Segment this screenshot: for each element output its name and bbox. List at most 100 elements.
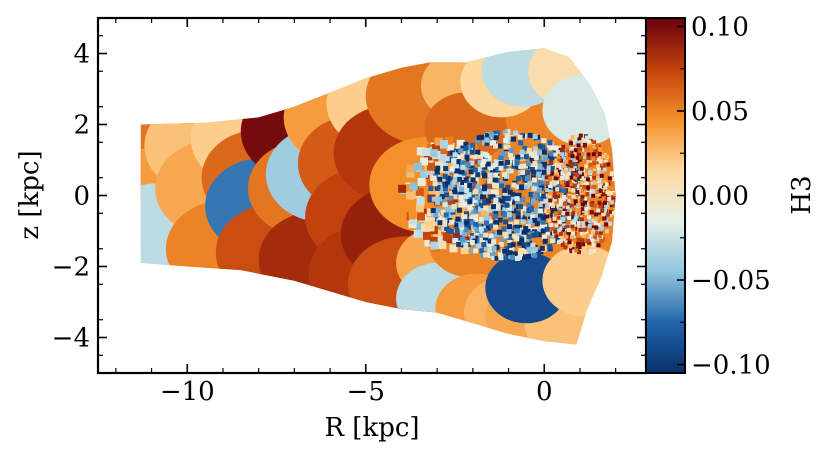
map-bin [476,135,482,141]
colorbar-tick-label: 0.00 [691,182,749,212]
map-bin [560,147,565,152]
map-bin [576,242,581,246]
map-bin [477,169,483,175]
map-bin [566,220,571,225]
map-bin [569,182,574,187]
map-bin [558,226,563,231]
map-bin [598,194,603,199]
map-bin [596,157,601,162]
map-bin [555,187,560,192]
map-bin [416,197,425,206]
map-bin [542,74,616,146]
map-bin [468,169,474,175]
map-bin [526,227,531,233]
map-bin [589,185,594,190]
map-bin [478,188,484,194]
map-bin [558,202,563,207]
map-bin [575,184,580,189]
map-bin [435,185,441,190]
map-bin [467,205,473,211]
map-bin [454,222,460,228]
map-bin [518,163,524,169]
map-bin [609,210,613,214]
map-bin [582,142,587,147]
map-bin [530,214,536,220]
y-tick-label: −4 [52,324,90,354]
map-bin [597,179,602,184]
map-bin [444,212,453,221]
map-bin [590,230,595,235]
map-bin [417,177,426,186]
map-bin [519,184,524,190]
map-bin [501,226,507,232]
map-bin [416,230,425,239]
map-bin [477,159,483,165]
map-bin [442,173,448,179]
map-bin [611,177,616,181]
map-bin [488,140,493,146]
map-bin [531,186,537,192]
map-bin [443,212,449,218]
map-bin [518,251,523,257]
map-bin [591,189,596,194]
map-bin [434,161,443,170]
map-bin [592,140,597,145]
map-bin [506,205,512,211]
map-bin [552,206,558,212]
map-bin [570,224,575,229]
map-bin [569,175,574,180]
map-bin [475,149,481,155]
map-bin [518,204,523,210]
map-bin [550,218,555,223]
map-bin [573,134,578,139]
map-bin [604,204,609,209]
map-bin [547,244,553,249]
map-bin [524,175,530,181]
map-bin [483,215,489,221]
colorbar: −0.10 −0.05 0.00 0.05 0.10 [645,12,771,381]
map-bin [561,142,566,146]
map-bin [428,196,434,202]
map-bin [592,203,597,208]
map-bin [597,234,602,239]
map-bin [545,214,550,219]
map-bin [603,197,608,202]
map-bin [578,147,583,152]
map-bin [553,212,558,217]
map-bin [476,223,482,229]
map-bin [523,154,529,160]
map-bin [526,253,532,259]
map-bin [473,234,479,240]
map-bin [547,211,553,217]
map-bin [582,233,587,238]
map-bin [594,216,599,221]
map-bin [579,192,584,197]
map-bin [598,159,603,164]
map-bin [604,222,609,227]
map-bin [567,146,572,151]
map-bin [526,247,532,253]
map-bin [549,165,555,171]
map-bin [505,184,511,190]
map-bin [460,236,466,242]
map-bin [535,251,541,257]
map-bin [491,255,497,261]
map-bin [556,168,561,172]
map-bin [535,172,541,177]
map-bin [480,203,486,208]
map-bin [596,170,601,175]
map-bin [492,177,498,183]
map-bin [541,162,547,168]
map-bin [469,240,475,245]
map-bin [572,222,577,227]
map-bin [561,194,566,199]
map-bin [553,152,558,157]
map-bin [466,145,472,151]
map-bin [527,219,533,225]
map-bin [510,136,516,142]
map-bin [409,182,418,191]
map-bin [528,192,534,197]
map-bin [582,172,587,177]
map-bin [549,156,555,162]
map-bin [430,208,436,213]
